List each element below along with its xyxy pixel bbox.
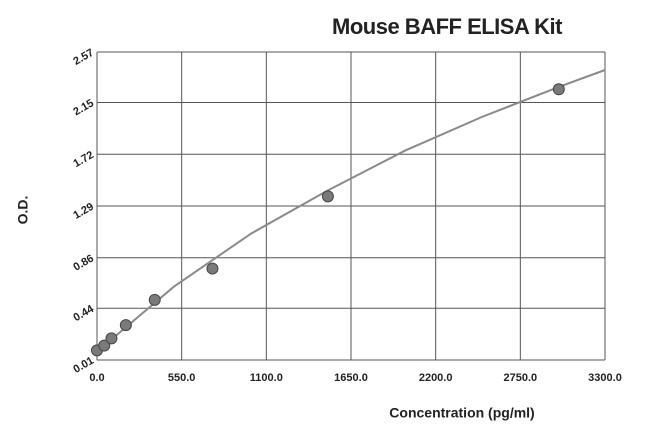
- x-tick-label: 2750.0: [504, 372, 538, 384]
- data-point: [148, 293, 161, 306]
- y-tick-label: 1.72: [71, 149, 96, 170]
- y-tick-label: 0.86: [71, 252, 96, 273]
- data-point: [552, 83, 565, 96]
- x-tick-label: 550.0: [168, 372, 196, 384]
- x-tick-label: 0.0: [89, 372, 104, 384]
- y-axis-label: O.D.: [15, 196, 31, 225]
- x-tick-label: 2200.0: [419, 372, 453, 384]
- data-point: [119, 319, 132, 332]
- x-tick-label: 1100.0: [250, 372, 283, 384]
- data-point: [321, 190, 334, 203]
- y-tick-label: 2.57: [71, 47, 96, 68]
- fit-curve: [96, 69, 606, 353]
- y-tick-label: 1.29: [71, 201, 96, 222]
- data-point: [98, 339, 111, 352]
- x-tick-label: 1650.0: [334, 372, 368, 384]
- data-point: [206, 262, 219, 275]
- data-point: [105, 332, 118, 345]
- chart-title: Mouse BAFF ELISA Kit: [332, 14, 563, 39]
- y-tick-label: 2.15: [71, 97, 96, 118]
- y-tick-label: 0.44: [71, 303, 96, 325]
- x-tick-label: 3300.0: [588, 372, 622, 384]
- x-axis-label: Concentration (pg/ml): [389, 405, 534, 421]
